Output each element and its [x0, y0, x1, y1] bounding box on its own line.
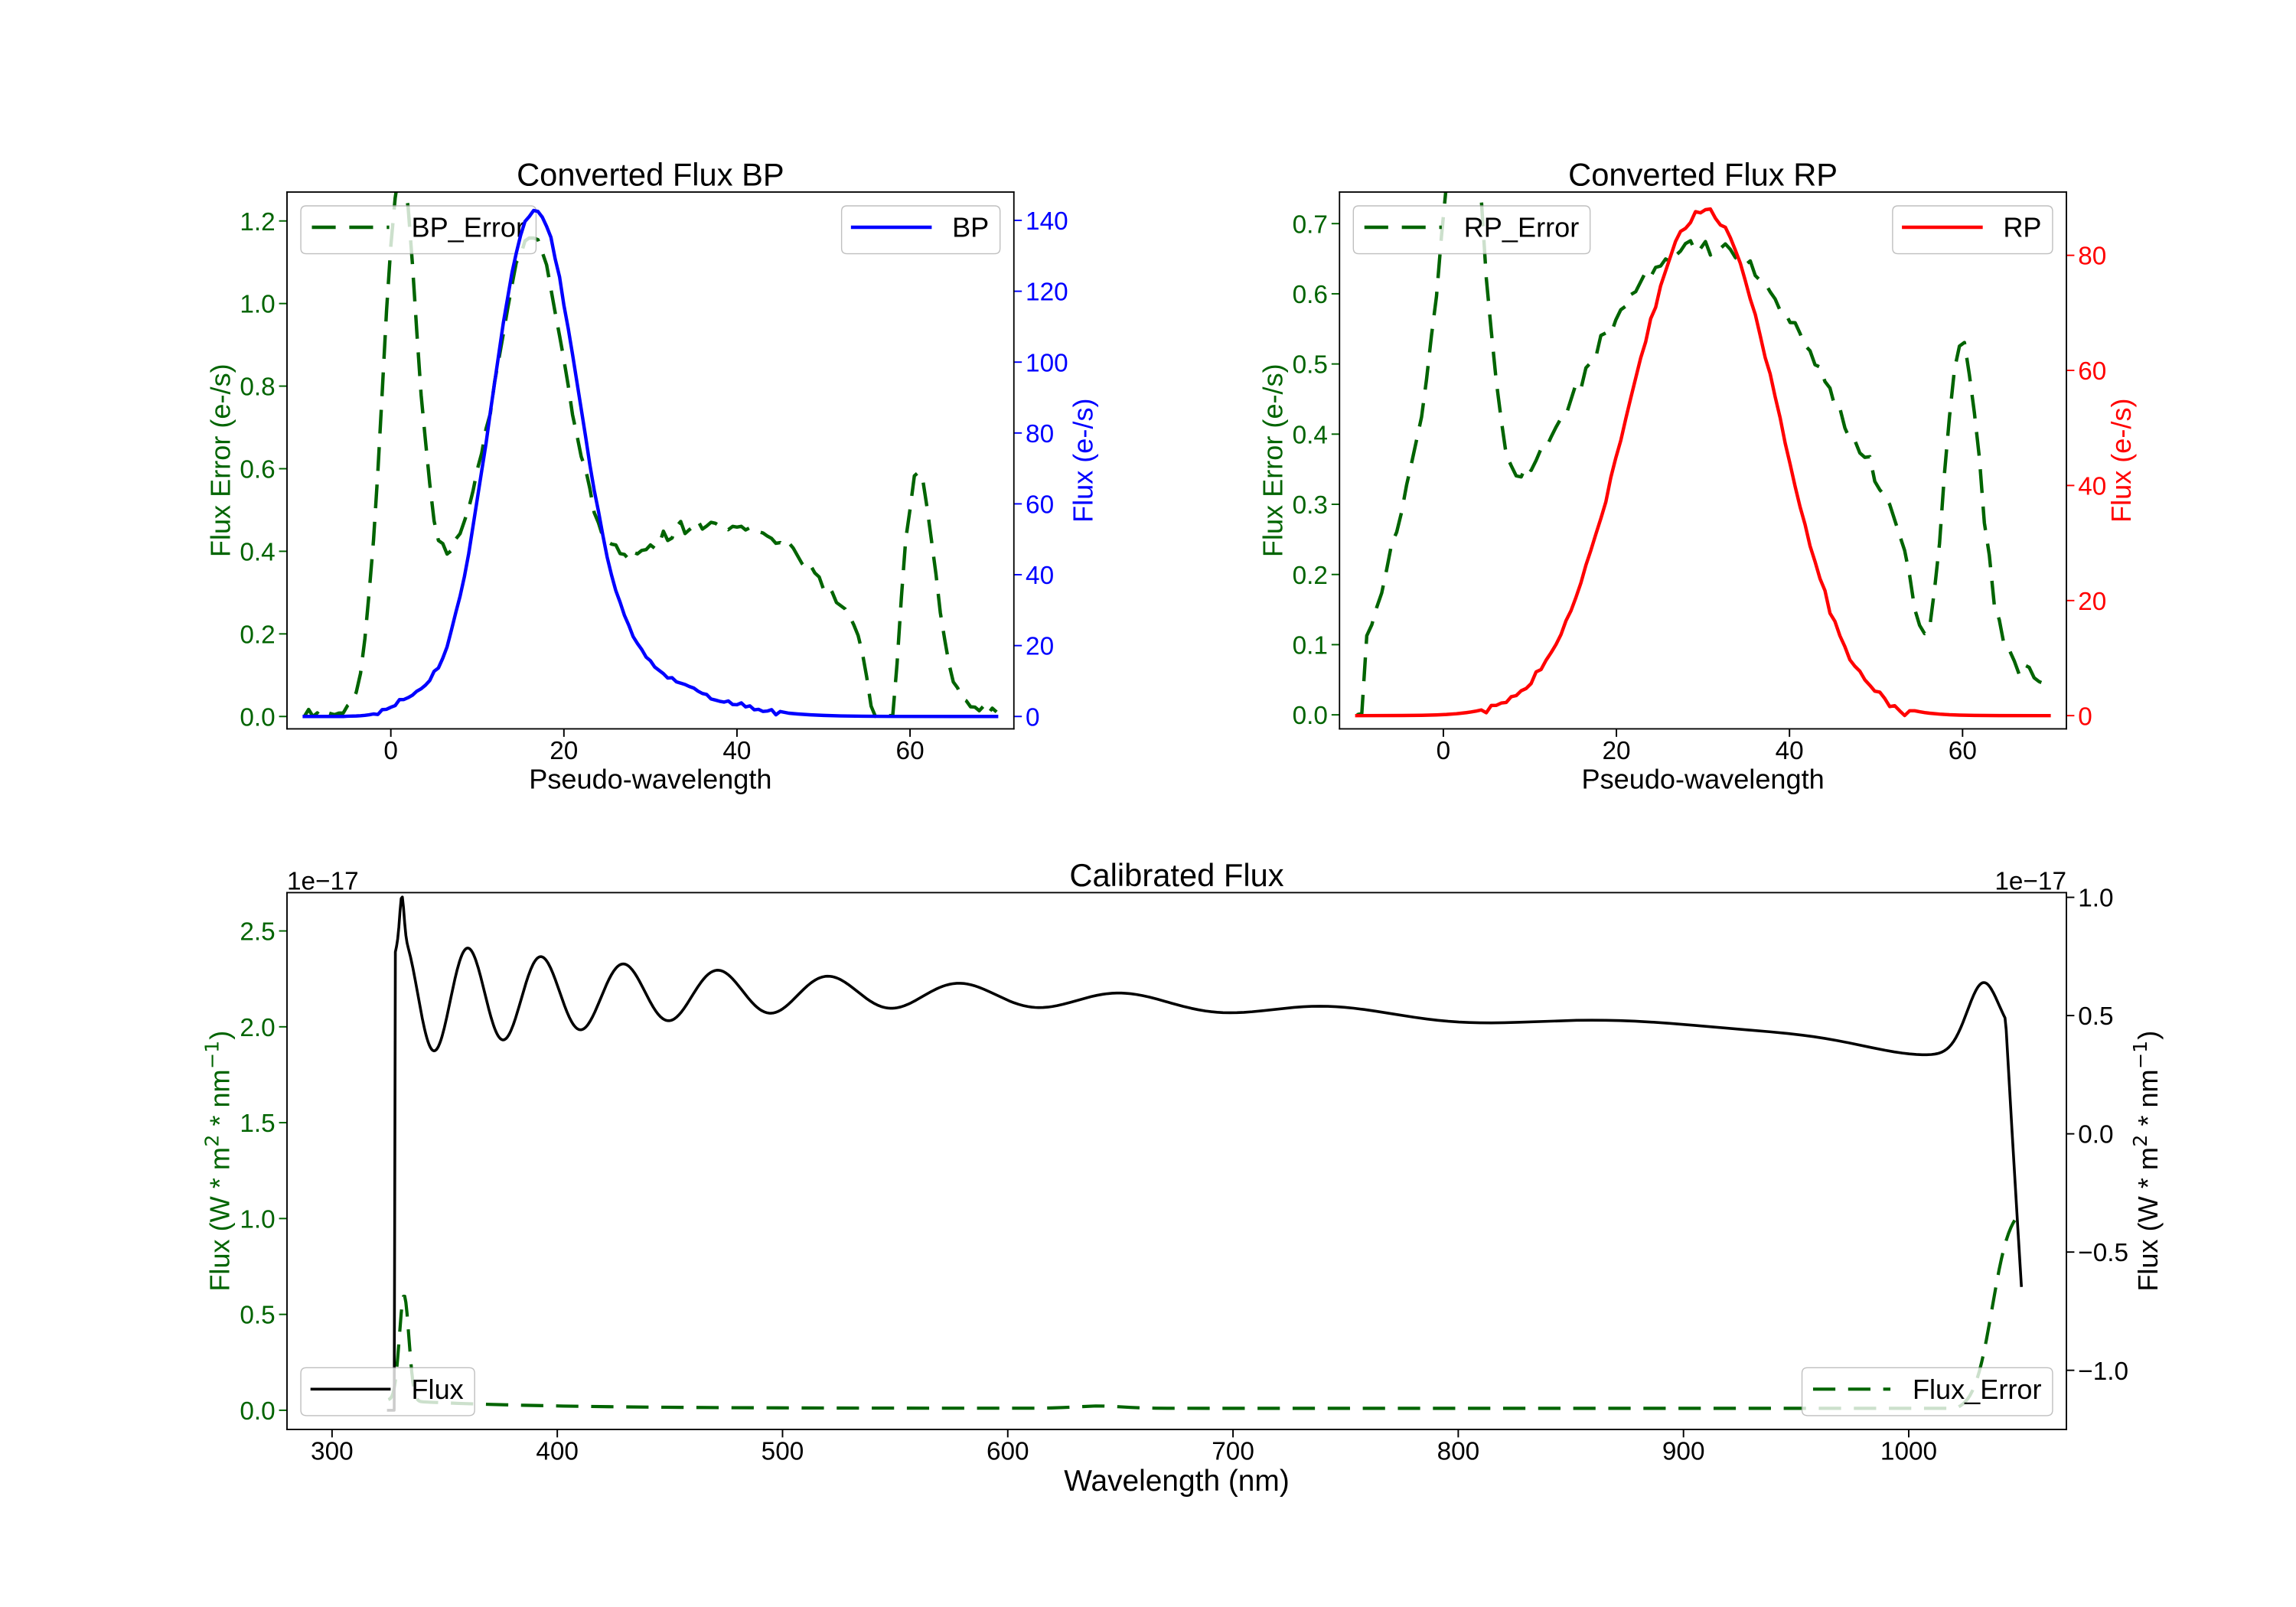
svg-text:0.0: 0.0 [1293, 702, 1328, 730]
svg-text:100: 100 [1026, 349, 1068, 377]
svg-text:0.7: 0.7 [1293, 210, 1328, 239]
svg-text:Flux: Flux [412, 1374, 464, 1405]
svg-text:Pseudo-wavelength: Pseudo-wavelength [1582, 764, 1825, 795]
svg-text:60: 60 [1949, 737, 1977, 765]
svg-text:Flux Error (e-/s): Flux Error (e-/s) [1257, 363, 1289, 557]
svg-text:600: 600 [987, 1437, 1029, 1465]
svg-text:60: 60 [1026, 491, 1054, 520]
svg-text:2.5: 2.5 [240, 918, 275, 947]
svg-text:0.0: 0.0 [2078, 1121, 2113, 1149]
svg-text:−0.5: −0.5 [2078, 1239, 2128, 1267]
svg-text:1.2: 1.2 [240, 208, 275, 236]
svg-text:700: 700 [1212, 1437, 1254, 1465]
svg-text:120: 120 [1026, 279, 1068, 307]
svg-text:1.0: 1.0 [2078, 885, 2113, 913]
svg-text:Converted Flux BP: Converted Flux BP [517, 156, 784, 192]
svg-text:0.6: 0.6 [240, 456, 275, 484]
svg-text:40: 40 [2078, 472, 2106, 500]
svg-text:2.0: 2.0 [240, 1014, 275, 1042]
svg-text:1.5: 1.5 [240, 1110, 275, 1138]
svg-text:0.0: 0.0 [240, 703, 275, 732]
svg-text:900: 900 [1662, 1437, 1705, 1465]
svg-text:BP: BP [952, 212, 989, 243]
svg-text:40: 40 [722, 737, 751, 765]
svg-text:80: 80 [1026, 420, 1054, 448]
svg-text:1000: 1000 [1880, 1437, 1937, 1465]
svg-text:60: 60 [2078, 357, 2106, 386]
svg-text:Flux (e-/s): Flux (e-/s) [1067, 398, 1098, 523]
svg-text:0.6: 0.6 [1293, 281, 1328, 309]
svg-text:800: 800 [1437, 1437, 1480, 1465]
svg-text:0: 0 [1437, 737, 1451, 765]
svg-text:0.5: 0.5 [240, 1302, 275, 1330]
svg-text:0.5: 0.5 [2078, 1002, 2113, 1031]
svg-text:0.5: 0.5 [1293, 351, 1328, 380]
svg-text:0: 0 [1026, 703, 1040, 732]
svg-text:20: 20 [550, 737, 578, 765]
svg-text:RP_Error: RP_Error [1464, 212, 1580, 243]
svg-text:BP_Error: BP_Error [412, 212, 526, 243]
svg-text:0.4: 0.4 [1293, 421, 1328, 449]
svg-text:40: 40 [1776, 737, 1804, 765]
svg-text:0.2: 0.2 [240, 621, 275, 649]
svg-text:1.0: 1.0 [240, 291, 275, 319]
svg-text:0.2: 0.2 [1293, 562, 1328, 590]
svg-text:RP: RP [2003, 212, 2041, 243]
svg-text:Wavelength (nm): Wavelength (nm) [1064, 1465, 1290, 1498]
svg-text:1e−17: 1e−17 [287, 867, 359, 895]
svg-text:Pseudo-wavelength: Pseudo-wavelength [529, 764, 771, 795]
svg-text:20: 20 [1603, 737, 1631, 765]
svg-text:1e−17: 1e−17 [1994, 867, 2066, 895]
svg-text:0: 0 [2078, 702, 2092, 731]
svg-text:60: 60 [896, 737, 925, 765]
svg-text:0.1: 0.1 [1293, 632, 1328, 660]
svg-text:Converted Flux RP: Converted Flux RP [1568, 156, 1838, 192]
svg-text:1.0: 1.0 [240, 1205, 275, 1234]
svg-text:80: 80 [2078, 243, 2106, 271]
svg-text:0.0: 0.0 [240, 1397, 275, 1426]
svg-text:0.8: 0.8 [240, 373, 275, 402]
svg-text:140: 140 [1026, 207, 1068, 236]
svg-text:−1.0: −1.0 [2078, 1358, 2128, 1386]
svg-text:Flux Error (e-/s): Flux Error (e-/s) [204, 363, 236, 557]
svg-text:Flux_Error: Flux_Error [1913, 1374, 2042, 1405]
svg-text:20: 20 [1026, 633, 1054, 661]
svg-text:400: 400 [536, 1437, 579, 1465]
svg-text:20: 20 [2078, 588, 2106, 616]
svg-text:0: 0 [383, 737, 398, 765]
svg-text:40: 40 [1026, 562, 1054, 590]
svg-text:F l u x: F l u x ( W * m * n m ) 2 − 1 [2129, 1026, 2164, 1292]
svg-text:Flux (e-/s): Flux (e-/s) [2105, 398, 2137, 523]
svg-text:F l u x: F l u x ( W * m * n m ) 2 − 1 [201, 1026, 236, 1292]
svg-text:0.4: 0.4 [240, 539, 275, 567]
svg-text:Calibrated Flux: Calibrated Flux [1069, 857, 1283, 893]
svg-text:500: 500 [762, 1437, 804, 1465]
svg-text:300: 300 [311, 1437, 354, 1465]
svg-text:0.3: 0.3 [1293, 491, 1328, 520]
